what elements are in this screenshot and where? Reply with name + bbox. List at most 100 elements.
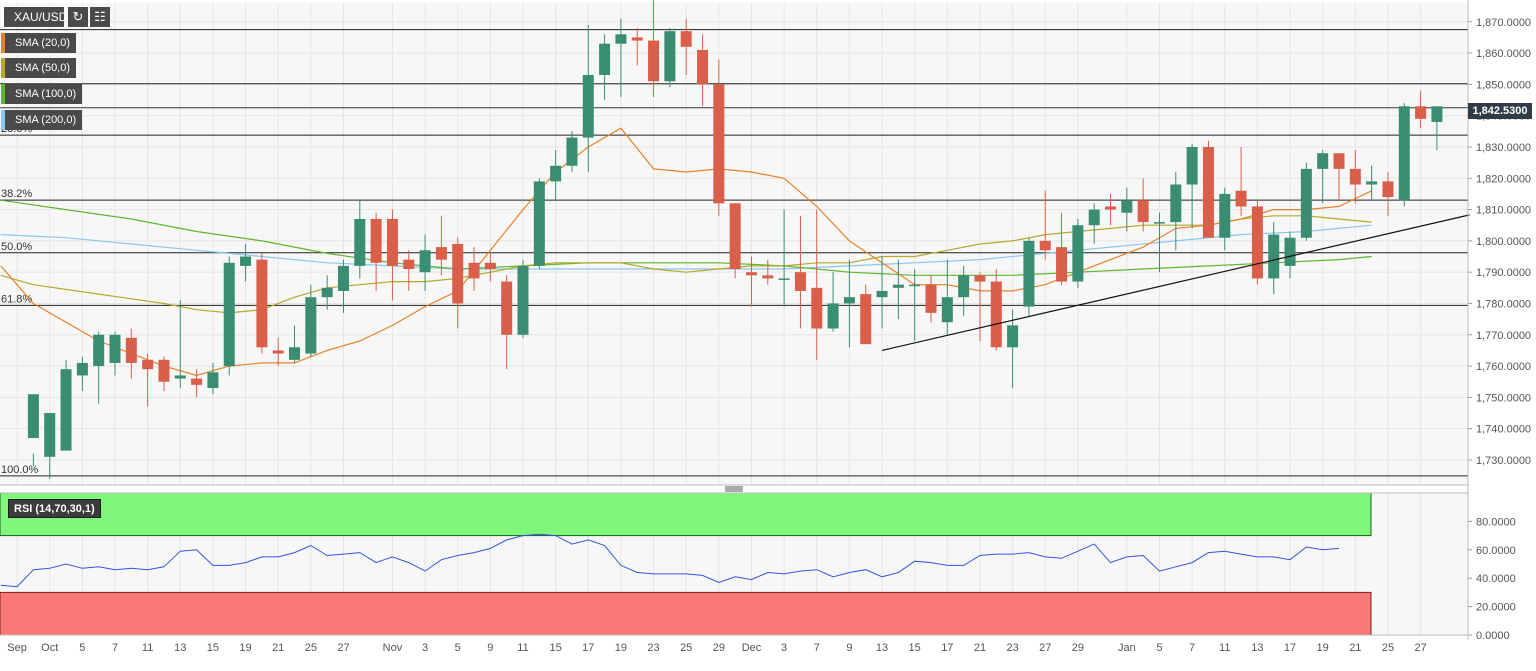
refresh-icon[interactable]: ↻ [68,7,88,27]
fib-level-label: 38.2% [1,188,32,200]
candle [550,150,562,201]
candle [1088,203,1100,244]
candle [517,259,529,338]
fib-level-label: 100.0% [1,464,39,476]
x-tick-label: 17 [582,642,594,654]
candle [435,215,447,276]
sma-100-label[interactable]: SMA (100,0) [1,84,83,104]
candle-body [1186,146,1198,185]
x-tick-label: 13 [174,642,186,654]
candle [925,275,937,323]
fib-level-label: 50.0% [1,241,32,253]
panel-resize-handle[interactable] [725,486,743,492]
candle-body [892,284,904,288]
y-tick-label: 1,780.0000 [1476,298,1531,310]
candle-body [729,203,741,270]
candle [892,259,904,320]
y-tick-label: 1,810.0000 [1476,205,1531,217]
candle [321,275,333,310]
chart-settings-icon[interactable]: ☷ [90,7,110,27]
candle-body [941,297,953,323]
x-tick-label: 9 [846,642,852,654]
candle-body [370,218,382,263]
candle-body [1333,153,1345,169]
symbol-label[interactable]: XAU/USD [1,7,67,27]
candle-body [762,275,774,279]
candle-body [337,265,349,291]
candle [419,234,431,291]
y-tick-label: 1,820.0000 [1476,173,1531,185]
x-tick-label: 21 [974,642,986,654]
candle [680,18,692,75]
candle [1235,146,1247,216]
candle-body [158,359,170,382]
candle-body [713,84,725,204]
candle [386,209,398,301]
candle-body [1300,168,1312,238]
candle [582,24,594,173]
candle-body [1170,184,1182,223]
candle [354,200,366,279]
candle [1333,153,1345,201]
y-tick-label: 1,740.0000 [1476,424,1531,436]
x-tick-label: 25 [1382,642,1394,654]
candle-body [1056,247,1068,282]
x-tick-label: 7 [1189,642,1195,654]
x-tick-label: 27 [1414,642,1426,654]
last-price-tag: 1,842.5300 [1468,103,1532,119]
candle-body [958,275,970,298]
x-tick-label: 19 [239,642,251,654]
sma100-line [0,199,1372,276]
y-tick-label: 1,790.0000 [1476,267,1531,279]
sma-200-label[interactable]: SMA (200,0) [1,110,83,130]
candle [289,325,301,363]
candle [93,331,105,404]
candle-body [125,337,137,363]
x-tick-label: 3 [422,642,428,654]
sma-50-label[interactable]: SMA (50,0) [1,58,77,78]
candle-body [142,359,154,370]
candle [713,59,725,216]
candle [1056,212,1068,285]
y-tick-label: 1,830.0000 [1476,142,1531,154]
candle [240,244,252,282]
candle [60,359,72,451]
x-tick-label: 5 [79,642,85,654]
candle-body [289,347,301,360]
x-tick-label: 13 [876,642,888,654]
y-tick-label: 1,730.0000 [1476,455,1531,467]
sma-20-label[interactable]: SMA (20,0) [1,33,77,53]
rsi-label[interactable]: RSI (14,70,30,1) [8,499,101,518]
candle-body [1284,237,1296,266]
x-tick-label: 25 [680,642,692,654]
candle-body [990,281,1002,348]
candle-body [435,247,447,260]
x-tick-label: 23 [1006,642,1018,654]
candle-body [1268,234,1280,279]
candle-body [550,165,562,182]
candle [794,215,806,329]
candle [191,369,203,398]
candle [1398,103,1410,207]
candle [125,328,137,379]
rsi-line [0,533,1340,588]
candle-body [811,287,823,329]
sma200-line [0,224,1372,270]
rsi-tick-label: 80.0000 [1476,516,1516,528]
candle-body [827,303,839,329]
candle [1137,178,1149,232]
y-tick-label: 1,850.0000 [1476,79,1531,91]
candle-body [1219,193,1231,238]
candle [1268,222,1280,295]
candle-body [1235,190,1247,207]
candle [843,259,855,348]
candle [958,265,970,316]
x-tick-label: 7 [814,642,820,654]
candle [1186,143,1198,229]
candle-body [93,334,105,367]
x-tick-label: 29 [1072,642,1084,654]
x-tick-label: Jan [1118,642,1136,654]
candle-body [1023,240,1035,307]
